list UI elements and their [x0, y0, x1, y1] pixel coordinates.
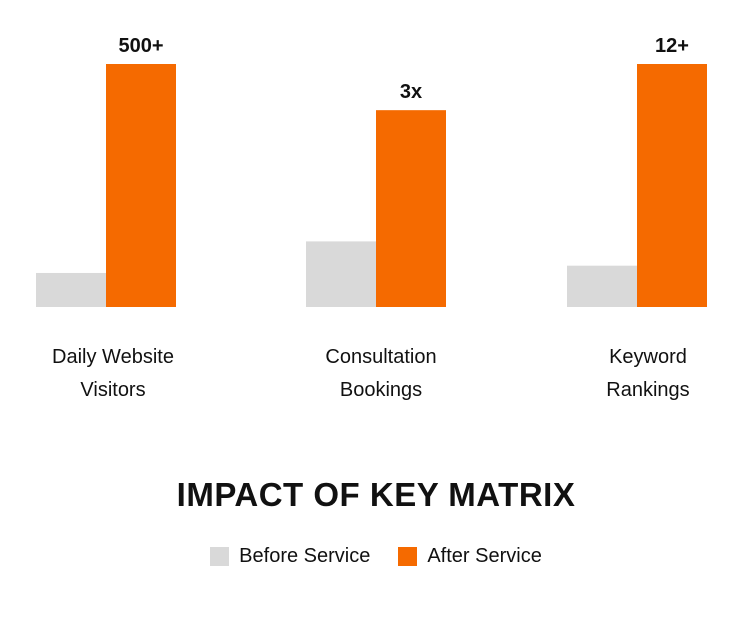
bar-before-service-daily-website-visitors — [36, 272, 106, 307]
legend-swatch-after-service — [398, 547, 418, 566]
legend-item-after-service: After Service — [398, 545, 542, 568]
chart-title: IMPACT OF KEY MATRIX — [176, 476, 576, 513]
bar-before-service-consultation-bookings — [306, 241, 376, 307]
legend-item-before-service: Before Service — [210, 545, 370, 568]
category-label-daily-website-visitors: Daily Website Visitors — [52, 346, 174, 401]
legend-label-after-service: After Service — [427, 545, 542, 567]
chart-legend: Before Service After Service — [0, 545, 752, 568]
bar-after-service-daily-website-visitors — [106, 64, 176, 307]
data-label-consultation-bookings: 3x — [400, 81, 422, 103]
category-label-keyword-rankings: Keyword Rankings — [606, 346, 690, 401]
bar-before-service-keyword-rankings — [567, 265, 637, 307]
legend-swatch-before-service — [210, 547, 230, 566]
bar-chart: 500+ 3x 12+ — [36, 35, 707, 307]
bar-after-service-keyword-rankings — [637, 64, 707, 307]
data-label-keyword-rankings: 12+ — [655, 35, 689, 57]
legend-label-before-service: Before Service — [239, 545, 371, 567]
category-label-consultation-bookings: Consultation Bookings — [325, 346, 437, 401]
data-label-daily-website-visitors: 500+ — [118, 35, 163, 57]
bar-after-service-consultation-bookings — [376, 110, 446, 307]
